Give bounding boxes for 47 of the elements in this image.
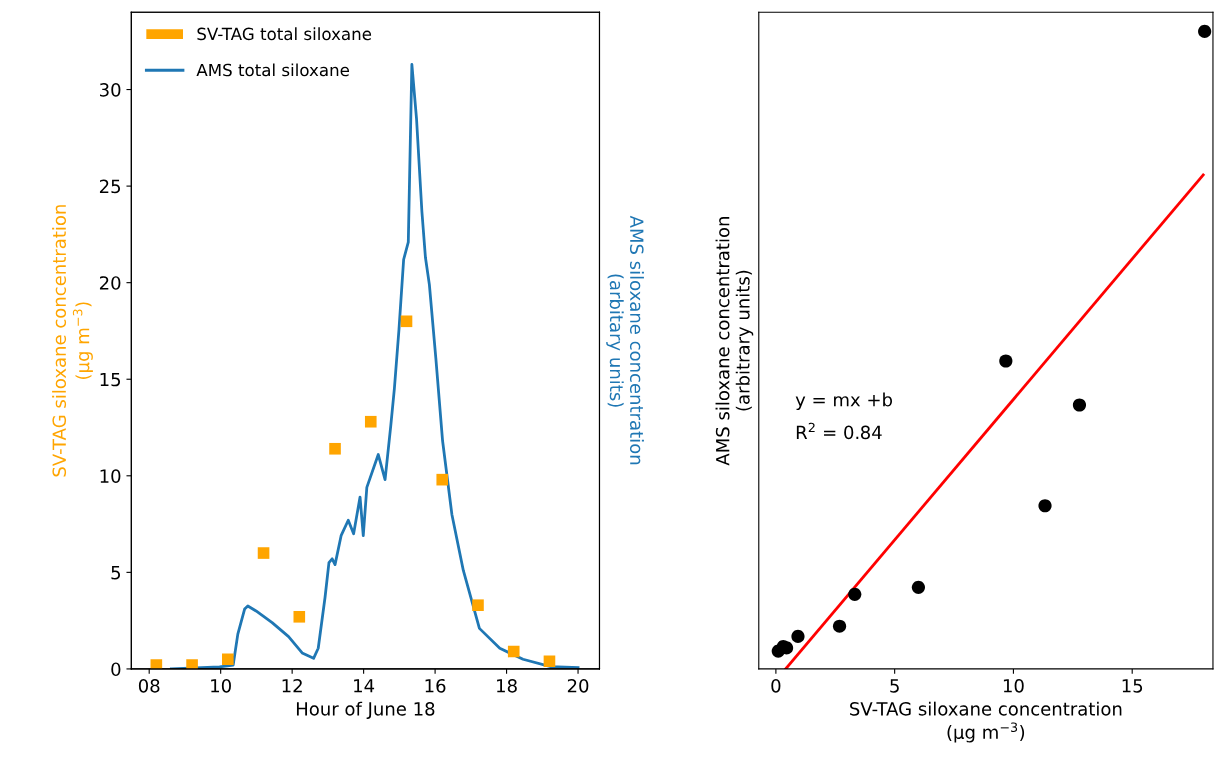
point	[543, 655, 556, 668]
point	[400, 315, 413, 328]
annotation: y = mx +b	[795, 392, 893, 411]
y-tick-label: 10	[100, 469, 121, 483]
legend-label: AMS total siloxane	[196, 63, 350, 77]
point	[1072, 398, 1087, 412]
point	[999, 354, 1013, 368]
y2-axis-title: AMS siloxane concentration (arbitary units)	[606, 215, 644, 465]
x-tick-label: 08	[138, 678, 160, 693]
point	[293, 610, 306, 623]
x-tick-label: 20	[567, 678, 589, 693]
x-axis-title: SV-TAG siloxane concentration (µg m$^{−3}$)	[850, 701, 1122, 743]
point	[364, 415, 377, 428]
point	[1038, 499, 1052, 513]
point	[1198, 24, 1212, 38]
point	[329, 442, 341, 455]
point	[222, 653, 234, 666]
point	[507, 645, 520, 658]
y-axis-title: SV-TAG siloxane concentration (µg m$^{−3}$)	[52, 205, 93, 477]
point	[436, 473, 449, 486]
y-tick-label: 0	[111, 662, 121, 677]
y-tick-label: 25	[99, 179, 121, 194]
y-axis-title: AMS siloxane concentration (arbitrary units)	[715, 217, 754, 466]
y-tick-label: 15	[100, 372, 121, 387]
x-axis-title: Hour of June 18	[296, 701, 435, 720]
point	[257, 547, 270, 559]
point	[848, 587, 862, 601]
x-tick-label: 5	[890, 679, 899, 693]
point	[186, 659, 198, 669]
x-tick-label: 10	[211, 678, 231, 693]
point	[791, 629, 805, 643]
legend-label: SV-TAG total siloxane	[197, 27, 372, 41]
x-tick-label: 18	[497, 678, 517, 693]
line-series	[169, 63, 580, 669]
x-tick-label: 15	[1122, 679, 1143, 693]
point	[832, 619, 847, 633]
x-tick-label: 16	[425, 678, 446, 693]
x-tick-label: 10	[1003, 678, 1024, 693]
x-tick-label: 14	[354, 679, 375, 693]
y-tick-label: 30	[100, 83, 121, 97]
x-tick-label: 0	[771, 678, 781, 693]
point	[472, 599, 484, 612]
x-tick-label: 12	[282, 678, 302, 693]
y-tick-label: 20	[99, 276, 121, 290]
annotation: R$^{2}$ = 0.84	[796, 422, 882, 440]
point	[911, 580, 925, 594]
y-tick-label: 5	[111, 566, 121, 580]
